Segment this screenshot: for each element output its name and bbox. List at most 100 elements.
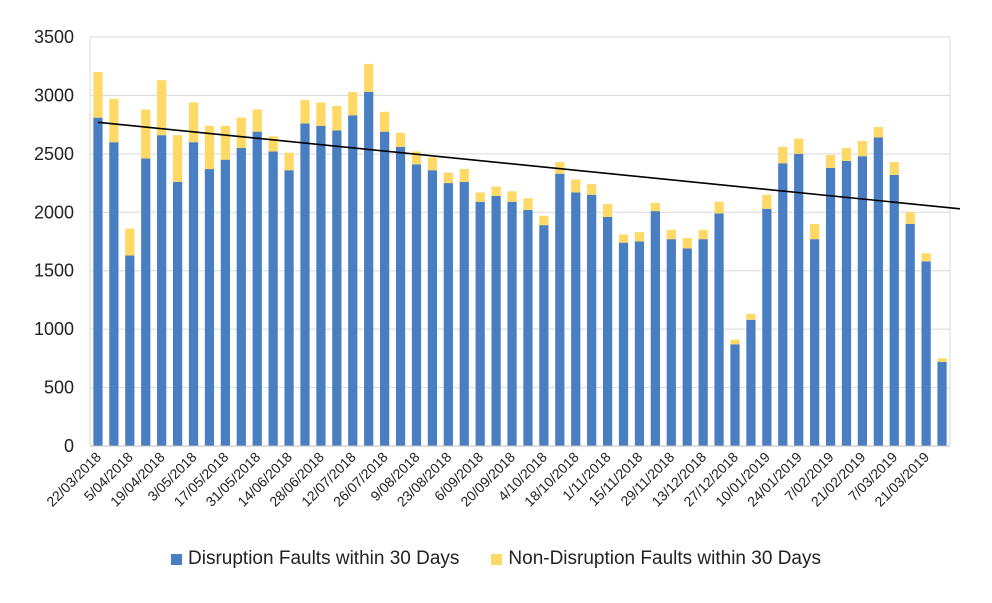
bar-disruption [284, 170, 294, 446]
bar-non-disruption [634, 232, 645, 242]
bar-disruption [411, 164, 422, 447]
bar-disruption [523, 209, 533, 446]
bar-non-disruption [507, 191, 517, 202]
bar-disruption [602, 216, 613, 446]
bar-disruption [141, 158, 151, 446]
y-tick-label: 3000 [34, 85, 74, 105]
bar-disruption [587, 194, 597, 446]
bars [93, 63, 947, 447]
bar-non-disruption [204, 125, 215, 170]
bar-non-disruption [236, 117, 246, 149]
bar-non-disruption [921, 253, 931, 262]
trendline [97, 121, 961, 210]
bar-non-disruption [395, 132, 406, 147]
bar-non-disruption [539, 215, 549, 226]
bar-disruption [204, 169, 215, 446]
bar-non-disruption [841, 148, 852, 161]
bar-disruption [93, 117, 103, 446]
legend-item-non-disruption: Non-Disruption Faults within 30 Days [491, 548, 821, 570]
legend-label-disruption: Disruption Faults within 30 Days [188, 548, 460, 569]
y-tick-label: 1500 [34, 261, 74, 281]
bar-disruption [937, 361, 947, 446]
bar-disruption [666, 239, 676, 446]
bar-disruption [268, 151, 278, 446]
bar-non-disruption [682, 237, 692, 249]
bar-non-disruption [252, 109, 262, 132]
bar-disruption [475, 201, 485, 446]
bar-non-disruption [411, 151, 422, 165]
bar-disruption [873, 137, 883, 447]
bar-non-disruption [268, 136, 278, 152]
bar-disruption [634, 241, 645, 446]
y-tick-label: 3500 [34, 27, 74, 47]
bar-disruption [348, 115, 358, 447]
y-tick-label: 0 [64, 436, 74, 456]
bar-non-disruption [905, 212, 915, 224]
bar-disruption [794, 153, 804, 446]
gridlines [89, 36, 951, 446]
bar-disruption [220, 159, 230, 446]
bar-non-disruption [730, 339, 740, 345]
bar-non-disruption [618, 234, 629, 243]
bar-disruption [698, 239, 708, 446]
bar-non-disruption [650, 202, 660, 212]
bar-disruption [300, 123, 310, 446]
bar-disruption [682, 248, 692, 446]
bar-non-disruption [794, 138, 804, 154]
bar-non-disruption [825, 155, 836, 168]
bar-non-disruption [714, 201, 724, 214]
bar-disruption [332, 130, 342, 446]
bar-disruption [491, 195, 501, 446]
bar-non-disruption [810, 223, 820, 240]
bar-non-disruption [109, 98, 119, 143]
legend: Disruption Faults within 30 Days Non-Dis… [0, 548, 992, 570]
bar-non-disruption [587, 184, 597, 195]
bar-disruption [746, 319, 756, 446]
bar-non-disruption [459, 169, 469, 182]
bar-disruption [905, 223, 915, 446]
bar-non-disruption [873, 126, 883, 138]
bar-disruption [762, 208, 772, 446]
bar-non-disruption [523, 198, 533, 210]
bar-non-disruption [125, 228, 135, 256]
bar-disruption [188, 142, 199, 446]
bar-disruption [730, 344, 740, 446]
bar-non-disruption [666, 229, 676, 240]
bar-disruption [714, 213, 724, 446]
bar-non-disruption [491, 186, 501, 196]
bar-non-disruption [889, 162, 899, 175]
bar-disruption [810, 239, 820, 446]
bar-non-disruption [698, 229, 708, 240]
bar-non-disruption [316, 102, 326, 126]
bar-disruption [125, 255, 135, 446]
legend-swatch-disruption [171, 553, 183, 565]
bar-non-disruption [220, 125, 230, 160]
bar-non-disruption [427, 157, 438, 171]
bar-non-disruption [857, 141, 868, 157]
bar-non-disruption [93, 72, 103, 118]
bar-non-disruption [141, 109, 151, 159]
y-tick-label: 2000 [34, 202, 74, 222]
bar-disruption [252, 131, 262, 446]
bar-disruption [172, 181, 183, 446]
bar-disruption [825, 167, 836, 446]
bar-non-disruption [602, 204, 613, 217]
bar-non-disruption [380, 111, 390, 132]
bar-non-disruption [157, 80, 167, 136]
bar-disruption [316, 125, 326, 446]
bar-non-disruption [172, 135, 183, 182]
bar-disruption [427, 170, 438, 446]
bar-disruption [571, 192, 581, 446]
bar-non-disruption [571, 179, 581, 193]
bar-disruption [841, 160, 852, 446]
bar-disruption [650, 211, 660, 446]
y-tick-label: 500 [44, 378, 74, 398]
y-axis-ticks: 0 500 1000 1500 2000 2500 3000 3500 [34, 27, 74, 456]
bar-non-disruption [443, 172, 453, 184]
y-tick-label: 1000 [34, 319, 74, 339]
bar-disruption [109, 142, 119, 446]
bar-disruption [889, 174, 899, 447]
bar-disruption [539, 225, 549, 446]
bar-non-disruption [188, 102, 199, 143]
